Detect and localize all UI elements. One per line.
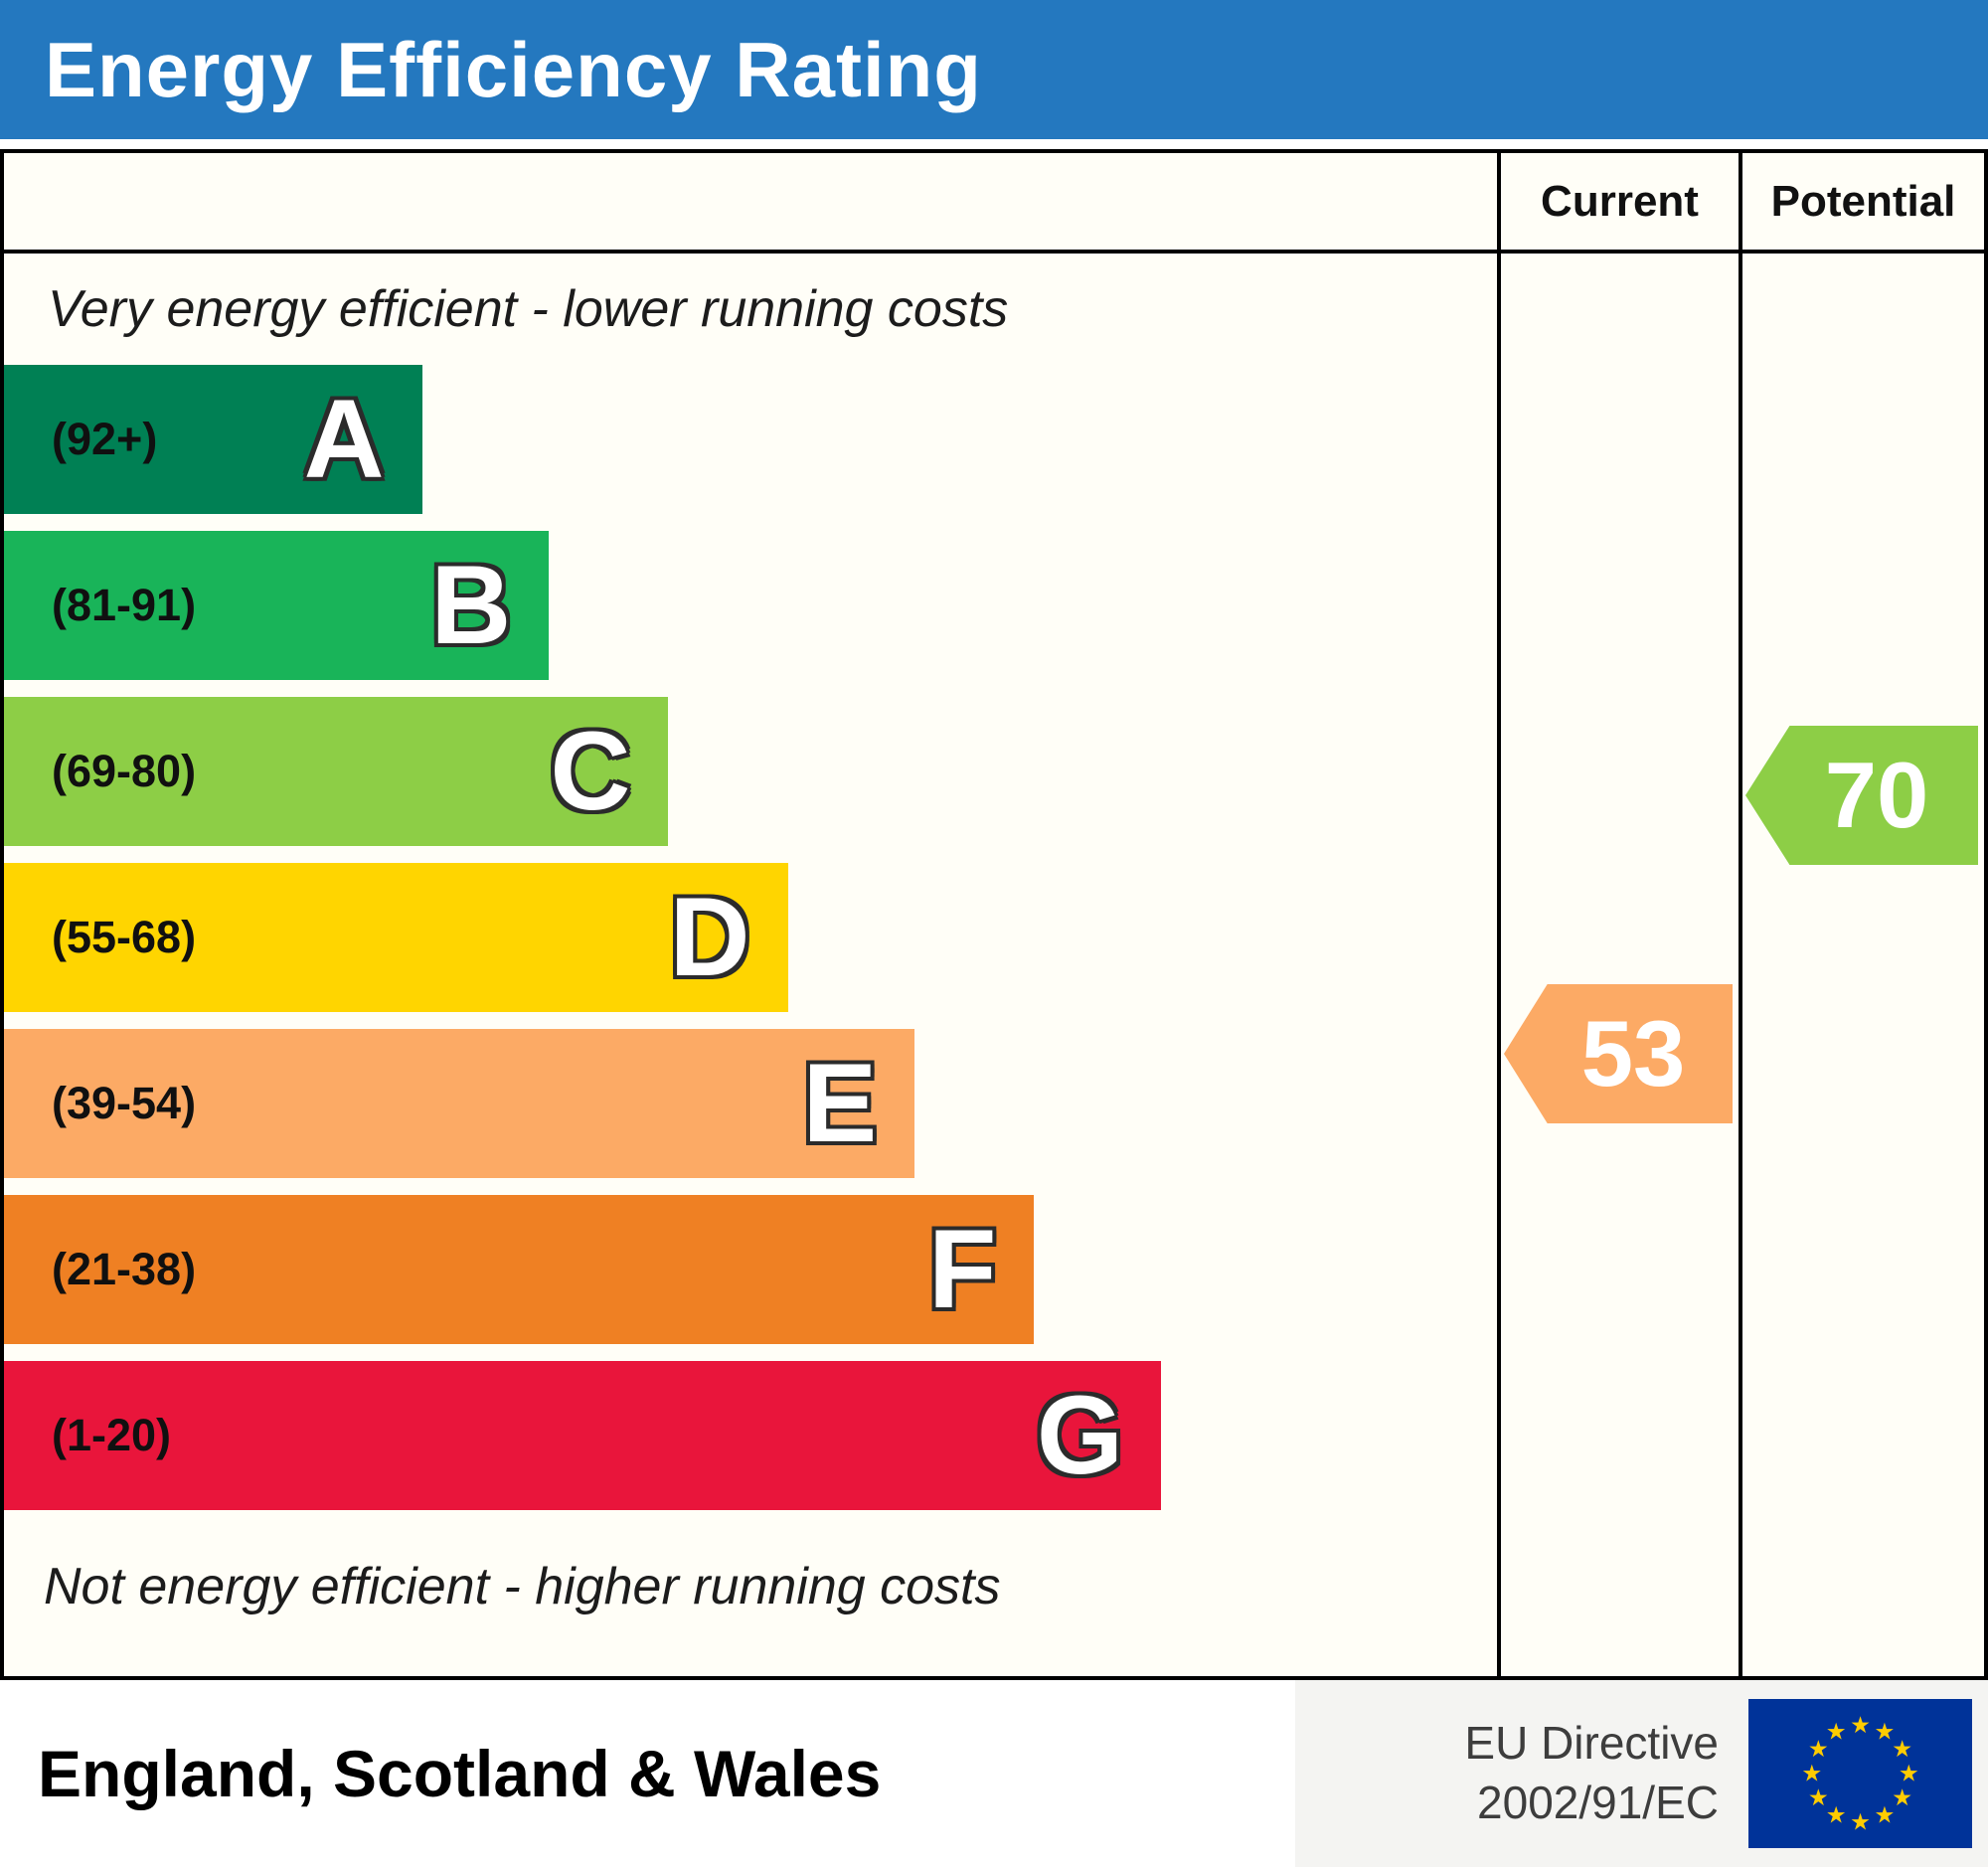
band-c-range-label: (69-80) [52, 746, 197, 796]
band-d: (55-68) D [4, 863, 1497, 1012]
current-column-header: Current [1501, 153, 1739, 254]
svg-text:★: ★ [1850, 1808, 1871, 1835]
band-g-bar: (1-20) G [4, 1361, 1162, 1510]
epc-chart: Very energy efficient - lower running co… [0, 149, 1988, 1680]
band-c-bar: (69-80) C [4, 697, 669, 846]
band-e-bar: (39-54) E [4, 1029, 915, 1178]
band-b-letter: B [430, 543, 512, 667]
svg-text:★: ★ [1808, 1784, 1829, 1811]
main-column-header [4, 153, 1497, 254]
footer: England, Scotland & Wales EU Directive 2… [0, 1680, 1988, 1867]
potential-column: Potential 70 [1739, 153, 1984, 1676]
svg-text:★: ★ [1874, 1718, 1895, 1745]
svg-text:★: ★ [1892, 1784, 1912, 1811]
band-b-bar: (81-91) B [4, 531, 550, 680]
band-e: (39-54) E [4, 1029, 1497, 1178]
band-f-range-label: (21-38) [52, 1244, 197, 1294]
band-a-letter: A [303, 377, 385, 501]
band-d-letter: D [669, 875, 750, 999]
band-c-letter: C [550, 709, 631, 833]
bands-list: (92+) A (81-91) B (69-80) C [4, 365, 1497, 1510]
svg-text:★: ★ [1826, 1802, 1847, 1829]
eu-directive-line2: 2002/91/EC [1477, 1777, 1719, 1828]
band-e-letter: E [802, 1041, 878, 1165]
band-f-letter: F [927, 1207, 997, 1331]
band-d-bar: (55-68) D [4, 863, 788, 1012]
potential-rating-value: 70 [1824, 743, 1929, 847]
eu-directive-line1: EU Directive [1464, 1717, 1719, 1770]
svg-text:★: ★ [1874, 1802, 1895, 1829]
region-label: England, Scotland & Wales [38, 1737, 882, 1810]
svg-text:★: ★ [1892, 1736, 1912, 1763]
current-column: Current 53 [1497, 153, 1739, 1676]
bottom-note: Not energy efficient - higher running co… [44, 1558, 1001, 1615]
band-b: (81-91) B [4, 531, 1497, 680]
eu-directive-label: EU Directive 2002/91/EC [1464, 1714, 1748, 1833]
band-a: (92+) A [4, 365, 1497, 514]
svg-text:★: ★ [1850, 1712, 1871, 1739]
band-b-range-label: (81-91) [52, 580, 197, 630]
band-g-range-label: (1-20) [52, 1410, 172, 1460]
eu-flag-icon: ★ ★ ★ ★ ★ ★ ★ ★ ★ ★ ★ ★ [1748, 1699, 1972, 1848]
band-a-bar: (92+) A [4, 365, 422, 514]
bands-column: Very energy efficient - lower running co… [4, 153, 1497, 1676]
band-e-range-label: (39-54) [52, 1078, 197, 1128]
band-g-letter: G [1036, 1373, 1124, 1497]
title-banner: Energy Efficiency Rating [0, 0, 1988, 139]
band-c: (69-80) C [4, 697, 1497, 846]
page-title: Energy Efficiency Rating [45, 25, 982, 113]
potential-column-header: Potential [1742, 153, 1984, 254]
current-rating-arrow: 53 [1504, 984, 1733, 1123]
svg-text:★: ★ [1899, 1761, 1919, 1787]
band-d-range-label: (55-68) [52, 912, 197, 962]
band-f-bar: (21-38) F [4, 1195, 1035, 1344]
svg-text:★: ★ [1826, 1718, 1847, 1745]
footer-region-section: England, Scotland & Wales [0, 1680, 1295, 1867]
footer-directive-section: EU Directive 2002/91/EC ★ ★ ★ ★ ★ ★ ★ ★ … [1295, 1680, 1988, 1867]
band-g: (1-20) G [4, 1361, 1497, 1510]
svg-text:★: ★ [1808, 1736, 1829, 1763]
current-rating-value: 53 [1580, 1001, 1686, 1105]
band-f: (21-38) F [4, 1195, 1497, 1344]
band-a-range-label: (92+) [52, 414, 158, 464]
potential-rating-arrow: 70 [1745, 726, 1978, 865]
svg-text:★: ★ [1801, 1761, 1822, 1787]
top-note: Very energy efficient - lower running co… [48, 280, 1009, 338]
